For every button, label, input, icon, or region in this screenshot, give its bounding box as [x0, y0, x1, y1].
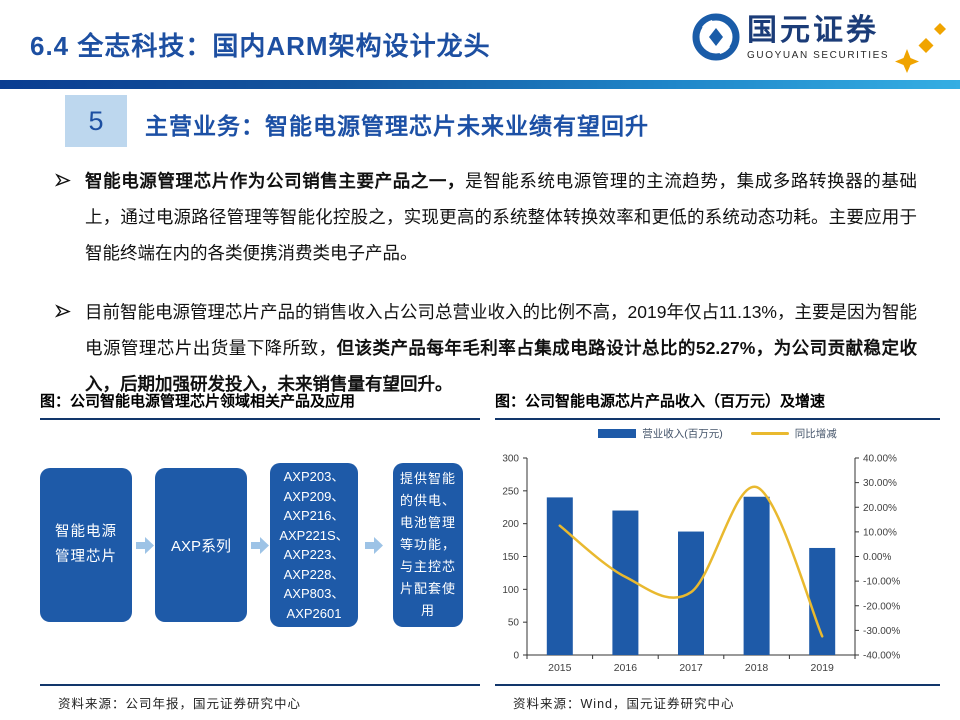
x-axis-category-label: 2016 — [614, 662, 638, 674]
right-axis-tick-label: 20.00% — [863, 503, 897, 514]
left-axis-tick-label: 150 — [502, 552, 519, 563]
source-note-left: 资料来源：公司年报，国元证券研究中心 — [58, 697, 302, 711]
x-axis-category-label: 2018 — [745, 662, 769, 674]
legend-item-growth: 同比增减 — [750, 426, 837, 441]
right-axis-tick-label: 0.00% — [863, 552, 891, 563]
left-axis-tick-label: 100 — [502, 585, 519, 596]
revenue-bar-2015 — [546, 497, 573, 655]
product-flow-diagram: 智能电源 管理芯片 AXP系列 AXP203、 AXP209、 AXP216、 … — [40, 452, 480, 638]
left-axis-tick-label: 50 — [508, 618, 520, 629]
bullet-text-2: 目前智能电源管理芯片产品的销售收入占公司总营业收入的比例不高，2019年仅占11… — [85, 294, 917, 402]
legend-label-revenue: 营业收入(百万元) — [642, 428, 723, 440]
right-axis-tick-label: -20.00% — [863, 601, 900, 612]
right-arrow-icon — [136, 537, 154, 554]
legend-item-revenue: 营业收入(百万元) — [598, 426, 723, 441]
right-axis-tick-label: 10.00% — [863, 527, 897, 538]
figure-right-title: 图：公司智能电源芯片产品收入（百万元）及增速 — [495, 390, 940, 420]
bullet-text-1: 智能电源管理芯片作为公司销售主要产品之一，是智能系统电源管理的主流趋势，集成多路… — [85, 163, 917, 271]
left-axis-tick-label: 300 — [502, 454, 519, 465]
arrow-bullet-icon — [54, 163, 85, 271]
header-divider-bar — [0, 80, 960, 89]
flow-box-axp-series: AXP系列 — [155, 468, 247, 622]
bullet-item-1: 智能电源管理芯片作为公司销售主要产品之一，是智能系统电源管理的主流趋势，集成多路… — [54, 163, 917, 271]
figure-left-bottom-rule — [40, 684, 480, 686]
section-title: 主营业务：智能电源管理芯片未来业绩有望回升 — [145, 113, 649, 139]
logo-name-cn: 国元证券 — [747, 14, 879, 47]
guoyuan-logo-icon — [692, 13, 740, 61]
right-axis-tick-label: -40.00% — [863, 651, 900, 662]
line-swatch-icon — [750, 432, 789, 435]
revenue-bar-2019 — [809, 547, 836, 655]
x-axis-category-label: 2017 — [679, 662, 703, 674]
yoy-growth-line — [558, 485, 824, 638]
page-title: 6.4 全志科技：国内ARM架构设计龙头 — [30, 31, 491, 61]
right-arrow-icon — [251, 537, 269, 554]
bullet-list: 智能电源管理芯片作为公司销售主要产品之一，是智能系统电源管理的主流趋势，集成多路… — [54, 163, 917, 425]
x-axis-category-label: 2015 — [548, 662, 572, 674]
revenue-bar-2018 — [743, 496, 770, 655]
legend-label-growth: 同比增减 — [794, 428, 837, 440]
flow-box-axp-models: AXP203、 AXP209、 AXP216、 AXP221S、 AXP223、… — [270, 463, 358, 627]
logo-name-en: GUOYUAN SECURITIES — [747, 50, 890, 61]
logo-diamonds-icon — [895, 23, 947, 73]
figure-right-bottom-rule — [495, 684, 940, 686]
arrow-bullet-icon — [54, 294, 85, 402]
left-axis-tick-label: 200 — [502, 519, 519, 530]
left-axis-tick-label: 0 — [513, 651, 519, 662]
bullet-1-bold: 智能电源管理芯片作为公司销售主要产品之一， — [85, 171, 466, 191]
bullet-1-body: 是智能系统电源管理的主流趋势，集成多路转换器的基础上，通过电源路径管理等智能化控… — [85, 171, 918, 263]
x-axis-category-label: 2019 — [811, 662, 835, 674]
bullet-2-body: 目前智能电源管理芯片产品的销售收入占公司总营业收入的比例不高，2019年仅占11… — [85, 302, 917, 358]
right-axis-tick-label: 30.00% — [863, 478, 897, 489]
left-axis-tick-label: 250 — [502, 486, 519, 497]
right-axis-tick-label: -10.00% — [863, 577, 900, 588]
source-note-right: 资料来源：Wind，国元证券研究中心 — [513, 697, 735, 711]
bullet-2-bold: 但该类产品每年毛利率占集成电路设计总比的52.27%，为公司贡献稳定收入，后期加… — [85, 338, 917, 394]
company-logo: 国元证券 GUOYUAN SECURITIES — [692, 13, 951, 73]
figure-left-title: 图：公司智能电源管理芯片领域相关产品及应用 — [40, 390, 480, 420]
right-axis-tick-label: 40.00% — [863, 454, 897, 465]
flow-box-function: 提供智能 的供电、 电池管理 等功能， 与主控芯 片配套使 用 — [393, 463, 463, 627]
section-number-badge: 5 — [65, 95, 127, 147]
bar-swatch-icon — [598, 429, 637, 438]
flow-box-power-chip: 智能电源 管理芯片 — [40, 468, 132, 622]
right-arrow-icon — [365, 537, 383, 554]
right-axis-tick-label: -30.00% — [863, 626, 900, 637]
bullet-item-2: 目前智能电源管理芯片产品的销售收入占公司总营业收入的比例不高，2019年仅占11… — [54, 294, 917, 402]
section-number: 5 — [88, 105, 104, 136]
revenue-growth-chart: 300 250 200 150 100 50 0 40.00% 30.00% 20.00% 10.0… — [502, 454, 900, 675]
chart-legend: 营业收入(百万元) 同比增减 — [495, 426, 940, 441]
